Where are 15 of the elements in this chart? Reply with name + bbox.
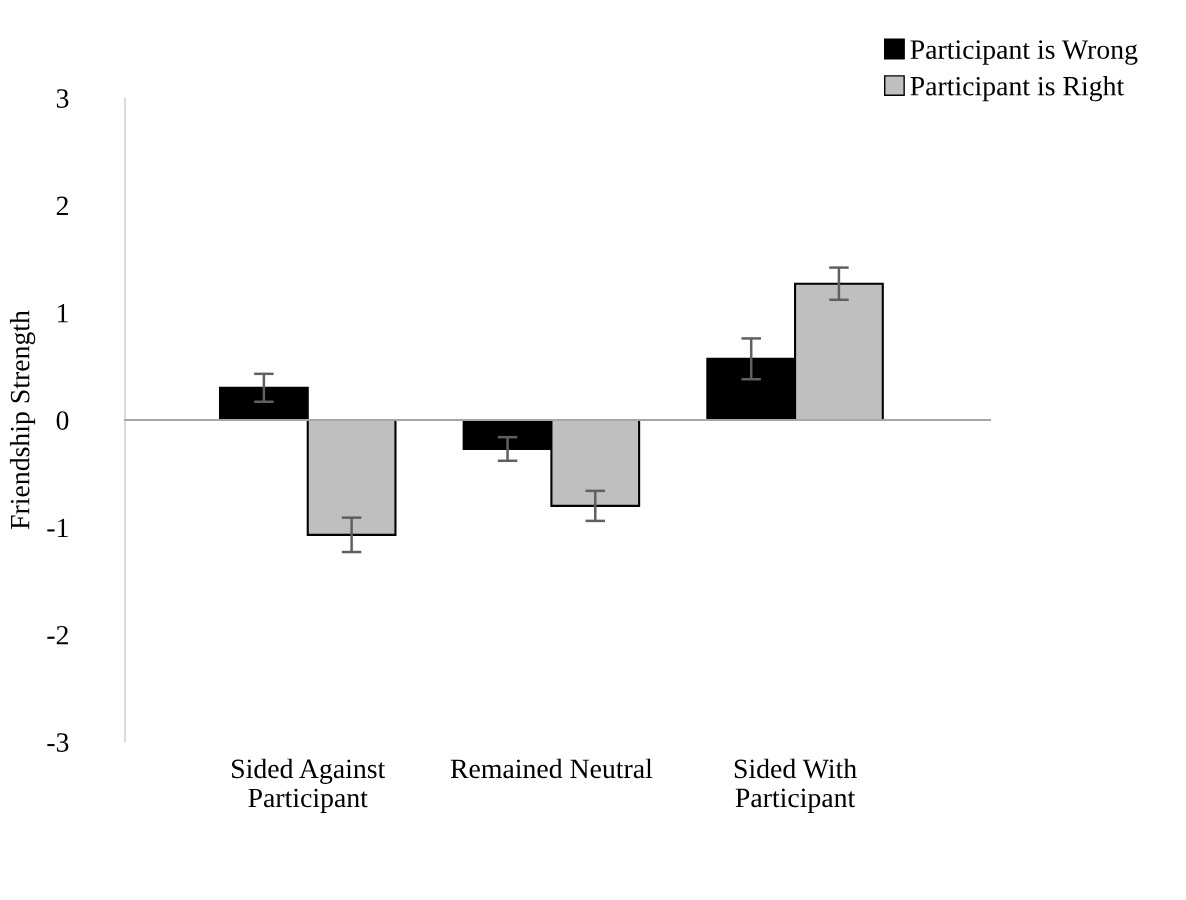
x-tick-label: Sided Against Participant (232, 758, 386, 813)
y-tick-label: -3 (47, 733, 69, 752)
bar (306, 418, 397, 536)
legend-label: Participant is Right (910, 76, 1125, 102)
x-tick-label: Remained Neutral (450, 758, 653, 779)
y-tick-label: -1 (47, 518, 68, 537)
legend-label: Participant is Wrong (910, 40, 1138, 65)
y-tick-label: 2 (56, 196, 68, 215)
y-tick-label: -2 (47, 625, 68, 645)
bar (218, 386, 309, 422)
y-axis-title: Friendship Strength (9, 310, 36, 530)
y-tick-label: 0 (56, 411, 69, 430)
x-tick-label: Sided With Participant (734, 758, 857, 813)
y-tick-label: 1 (58, 303, 68, 323)
y-tick-label: 3 (56, 89, 69, 108)
